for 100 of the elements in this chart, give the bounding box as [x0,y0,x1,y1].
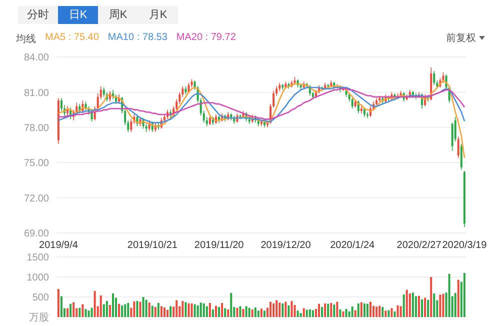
text: 前复权 [446,32,476,45]
candlestick [457,136,460,158]
bar [454,293,456,317]
bar [263,310,266,317]
x-tick-label: 2019/9/4 [39,240,78,252]
bar [357,303,360,317]
bar [421,299,424,317]
bar [351,306,354,317]
bar [102,304,105,317]
bar [302,308,305,317]
bar [270,302,272,317]
candlestick [454,116,456,142]
bar [224,308,226,317]
bar [390,308,393,317]
bar [414,296,417,317]
y-tick-label: 75.00 [24,158,50,170]
bar [284,302,287,317]
bar [336,302,338,317]
y-tick-label: 84.00 [24,52,50,64]
bar [214,306,217,317]
bar [382,307,384,317]
bar [288,305,290,317]
bar [430,277,432,317]
bar [94,291,96,317]
bar [108,305,111,317]
bar [396,305,399,317]
bar [439,294,442,317]
y-tick-label: 78.00 [24,122,50,134]
bar [170,306,172,317]
y-tick-label: 1500 [26,252,50,264]
text: MA10 : 78.53 [108,32,168,45]
x-tick-label: 2020/3/19 [442,240,488,252]
x-tick-label: 2020/2/27 [396,240,442,252]
bar [176,300,178,317]
bar [442,294,444,317]
bar [239,306,242,317]
bar [136,301,138,317]
bar [418,296,420,317]
bar [57,289,60,317]
bar [230,293,232,317]
bar [406,290,408,317]
bar [388,310,390,317]
bar [300,313,302,317]
bar [236,308,238,317]
bar [433,293,436,317]
text: 分时 [26,8,50,23]
bar [327,304,330,317]
bar [408,293,411,317]
bar [412,292,414,317]
bar [118,304,120,317]
bar [394,311,396,317]
bar [66,308,69,317]
bar [318,304,320,317]
bar [190,303,193,317]
bar [324,303,326,317]
bar [400,306,402,317]
bar [88,310,90,317]
text: 周K [108,8,128,23]
bar [427,300,430,317]
y-tick-label: 81.00 [24,88,50,99]
bar [345,309,348,317]
bar [154,307,156,317]
bar [115,298,118,317]
bar [282,303,284,317]
bar [157,303,160,317]
bar [184,302,187,317]
bar [84,309,87,317]
bar [196,305,199,317]
text: 月K [148,8,168,23]
bar [90,308,93,317]
bar [148,302,150,317]
bar [142,297,144,317]
x-tick-label: 2019/11/20 [194,240,244,252]
x-tick-label: 2020/1/24 [330,240,376,252]
bar [82,304,84,317]
bar [448,274,450,317]
bar [208,303,211,317]
bar [424,298,426,317]
bar [200,302,202,317]
bar [308,309,311,317]
bar [330,303,332,317]
y-tick-label: 69.00 [24,228,50,240]
bar [366,304,368,317]
bar [360,302,362,317]
bar [202,303,205,317]
bar [112,293,114,317]
bar [312,310,314,317]
bar [321,307,324,317]
bar [248,308,250,317]
bar [139,302,142,317]
bar [106,301,108,317]
bar [221,303,224,317]
bar [272,303,275,317]
bar [72,302,75,317]
candlestick [102,87,105,98]
candlestick [460,143,462,170]
y-tick-label: 500 [32,292,50,304]
bar [145,300,148,317]
bar [124,304,126,317]
candlestick [351,98,354,110]
